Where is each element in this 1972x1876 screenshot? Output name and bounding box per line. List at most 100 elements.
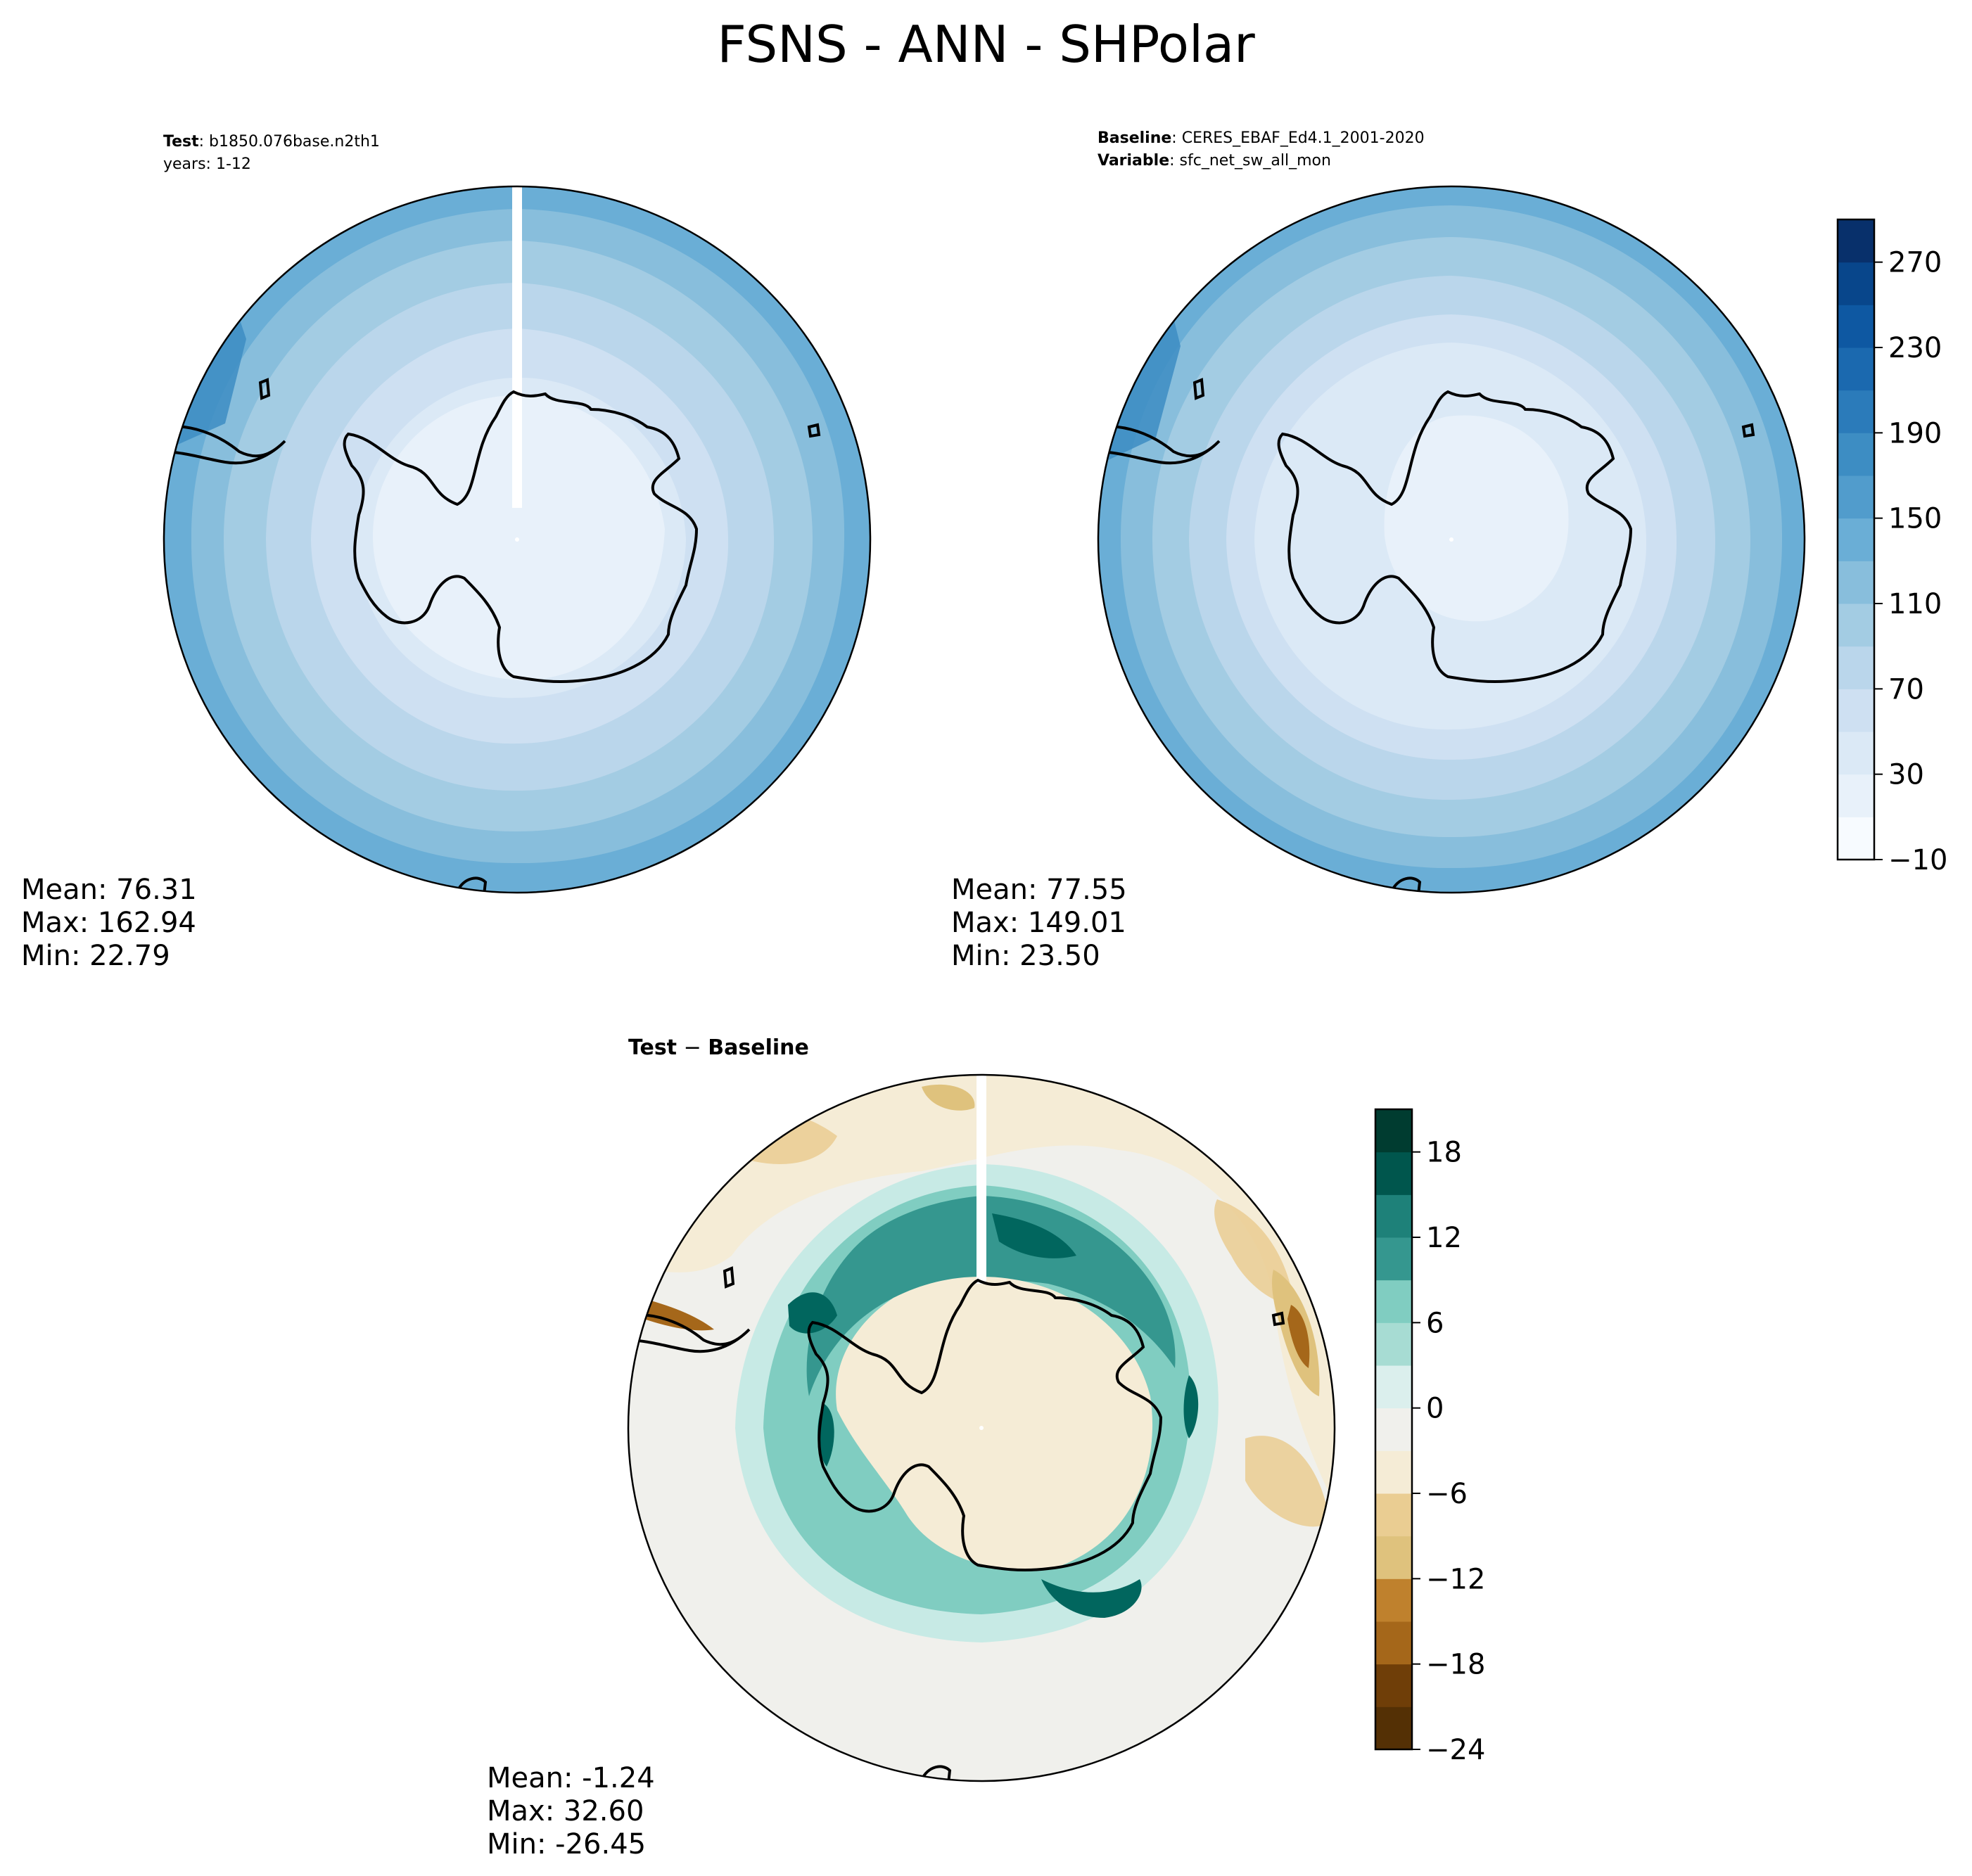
test-polar-map bbox=[163, 185, 872, 894]
south-america-coast bbox=[1098, 425, 1221, 465]
island-coast-2 bbox=[1741, 423, 1755, 438]
brbg-colorbar-block bbox=[1375, 1237, 1412, 1281]
blues-colorbar-tick-label: 230 bbox=[1888, 332, 1942, 364]
blues-colorbar-block bbox=[1838, 518, 1874, 561]
brbg-colorbar-tick-label: 6 bbox=[1426, 1307, 1444, 1339]
blues-colorbar-tick-label: 110 bbox=[1888, 588, 1942, 620]
test-label-value: b1850.076base.n2th1 bbox=[209, 133, 380, 151]
blues-colorbar: 270 230 190 150 110 70 30 −10 bbox=[1836, 218, 1947, 872]
blues-colorbar-block bbox=[1838, 476, 1874, 519]
baseline-polar-map bbox=[1097, 185, 1806, 894]
diff-title-sep: − bbox=[677, 1035, 708, 1060]
blues-colorbar-block bbox=[1838, 561, 1874, 604]
brbg-colorbar-block bbox=[1375, 1365, 1412, 1409]
figure-title: FSNS - ANN - SHPolar bbox=[717, 15, 1255, 74]
brbg-colorbar-block bbox=[1375, 1706, 1412, 1750]
brbg-colorbar-block bbox=[1375, 1408, 1412, 1451]
island-coast-3 bbox=[919, 1765, 952, 1781]
brbg-colorbar-tick-label: −18 bbox=[1426, 1649, 1485, 1681]
blues-colorbar-tick-label: 270 bbox=[1888, 247, 1942, 279]
south-america-coast bbox=[164, 425, 286, 465]
brbg-colorbar-tick-label: 12 bbox=[1426, 1222, 1462, 1254]
brbg-colorbar-ticks: 18 12 6 0 −6 −12 −18 −24 bbox=[1412, 1137, 1485, 1762]
test-map-boundary bbox=[163, 185, 872, 894]
blues-colorbar-block bbox=[1838, 689, 1874, 732]
island-coast-3 bbox=[454, 876, 488, 893]
brbg-colorbar-block bbox=[1375, 1194, 1412, 1238]
baseline-mean: Mean: 77.55 bbox=[951, 874, 1127, 906]
variable-label-key: Variable bbox=[1098, 152, 1170, 170]
brbg-colorbar-block bbox=[1375, 1322, 1412, 1366]
blues-colorbar-tick-label: 70 bbox=[1888, 673, 1924, 706]
brbg-colorbar-blocks bbox=[1375, 1109, 1412, 1750]
test-stats: Mean: 76.31 Max: 162.94 Min: 22.79 bbox=[21, 874, 197, 973]
baseline-max: Max: 149.01 bbox=[951, 907, 1126, 939]
diff-map-boundary bbox=[627, 1073, 1336, 1782]
island-coast bbox=[258, 378, 271, 400]
south-america-coast bbox=[628, 1313, 751, 1353]
diff-pole bbox=[979, 1426, 984, 1430]
blues-colorbar-block bbox=[1838, 347, 1874, 391]
blues-colorbar-block bbox=[1838, 646, 1874, 689]
island-coast-2 bbox=[807, 423, 821, 438]
blues-colorbar-block bbox=[1838, 817, 1874, 860]
diff-title-left: Test bbox=[628, 1035, 678, 1060]
brbg-colorbar-frame bbox=[1374, 1108, 1413, 1751]
test-years: years: 1-12 bbox=[163, 155, 251, 173]
blues-colorbar-blocks bbox=[1838, 219, 1874, 860]
brbg-colorbar-block bbox=[1375, 1536, 1412, 1579]
brbg-colorbar-block bbox=[1375, 1578, 1412, 1622]
brbg-colorbar-tick-label: 18 bbox=[1426, 1137, 1462, 1169]
blues-colorbar-tick-label: −10 bbox=[1888, 844, 1947, 872]
blues-colorbar-block bbox=[1838, 433, 1874, 476]
island-coast-2 bbox=[1271, 1311, 1285, 1327]
brbg-colorbar-block bbox=[1375, 1493, 1412, 1537]
diff-stats: Mean: -1.24 Max: 32.60 Min: -26.45 bbox=[487, 1762, 655, 1861]
diff-band-2 bbox=[705, 1109, 1330, 1527]
island-coast-3 bbox=[1389, 876, 1422, 893]
diff-title: Test − Baseline bbox=[628, 1035, 809, 1060]
test-pole bbox=[515, 537, 519, 542]
test-band-6 bbox=[373, 395, 665, 680]
blues-colorbar-block bbox=[1838, 604, 1874, 647]
test-coastline bbox=[164, 378, 821, 893]
diff-max: Max: 32.60 bbox=[487, 1795, 644, 1827]
baseline-pole bbox=[1449, 537, 1453, 542]
diff-band-1 bbox=[628, 1075, 1335, 1509]
test-label: Test: b1850.076base.n2th1 years: 1-12 bbox=[163, 133, 380, 173]
diff-title-right: Baseline bbox=[708, 1035, 809, 1060]
island-coast bbox=[723, 1266, 735, 1289]
antarctica-coast bbox=[343, 390, 699, 684]
blues-colorbar-block bbox=[1838, 732, 1874, 775]
baseline-label: Baseline: CERES_EBAF_Ed4.1_2001-2020 Var… bbox=[1098, 129, 1425, 170]
baseline-map-boundary bbox=[1097, 185, 1806, 894]
blues-colorbar-block bbox=[1838, 262, 1874, 305]
brbg-colorbar: 18 12 6 0 −6 −12 −18 −24 bbox=[1374, 1108, 1485, 1762]
test-label-key: Test bbox=[163, 133, 199, 151]
brbg-colorbar-tick-label: −12 bbox=[1426, 1563, 1485, 1595]
diff-min: Min: -26.45 bbox=[487, 1828, 647, 1861]
blues-colorbar-block bbox=[1838, 390, 1874, 433]
blues-colorbar-tick-label: 30 bbox=[1888, 759, 1924, 791]
blues-colorbar-frame bbox=[1836, 218, 1876, 861]
test-min: Min: 22.79 bbox=[21, 940, 170, 972]
island-coast bbox=[1192, 378, 1205, 400]
brbg-colorbar-block bbox=[1375, 1450, 1412, 1494]
baseline-coastline bbox=[1098, 378, 1755, 893]
blues-colorbar-block bbox=[1838, 774, 1874, 817]
blues-colorbar-block bbox=[1838, 305, 1874, 348]
brbg-colorbar-block bbox=[1375, 1280, 1412, 1323]
brbg-colorbar-block bbox=[1375, 1664, 1412, 1707]
brbg-colorbar-block bbox=[1375, 1621, 1412, 1665]
diff-band-8 bbox=[788, 1213, 1076, 1334]
test-missing-strip bbox=[512, 186, 522, 508]
brbg-colorbar-block bbox=[1375, 1109, 1412, 1153]
baseline-min: Min: 23.50 bbox=[951, 940, 1100, 972]
blues-colorbar-tick-label: 190 bbox=[1888, 417, 1942, 449]
blues-colorbar-block bbox=[1838, 219, 1874, 263]
diff-coastline bbox=[628, 1266, 1285, 1781]
baseline-band-6 bbox=[1384, 415, 1569, 622]
diff-missing-strip bbox=[977, 1075, 986, 1284]
test-mean: Mean: 76.31 bbox=[21, 874, 197, 906]
baseline-label-key: Baseline bbox=[1098, 129, 1172, 147]
